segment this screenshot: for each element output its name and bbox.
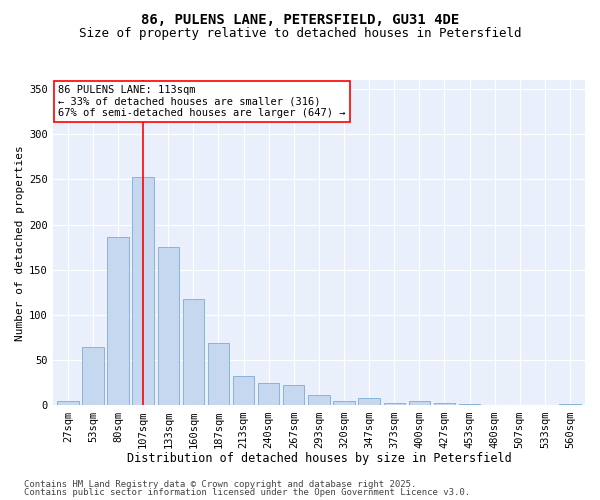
Text: 86 PULENS LANE: 113sqm
← 33% of detached houses are smaller (316)
67% of semi-de: 86 PULENS LANE: 113sqm ← 33% of detached… — [58, 85, 346, 118]
Bar — [133, 176, 154, 406]
Bar — [107, 238, 129, 406]
Bar — [334, 401, 355, 406]
Text: Contains HM Land Registry data © Crown copyright and database right 2025.: Contains HM Land Registry data © Crown c… — [24, 480, 416, 489]
Bar — [358, 398, 380, 406]
Bar — [383, 403, 405, 406]
X-axis label: Distribution of detached houses by size in Petersfield: Distribution of detached houses by size … — [127, 452, 511, 465]
Bar — [158, 248, 179, 406]
Y-axis label: Number of detached properties: Number of detached properties — [15, 145, 25, 340]
Bar — [308, 394, 329, 406]
Bar — [283, 384, 304, 406]
Bar — [509, 404, 530, 406]
Bar — [82, 346, 104, 406]
Bar — [258, 383, 280, 406]
Text: Contains public sector information licensed under the Open Government Licence v3: Contains public sector information licen… — [24, 488, 470, 497]
Text: 86, PULENS LANE, PETERSFIELD, GU31 4DE: 86, PULENS LANE, PETERSFIELD, GU31 4DE — [141, 12, 459, 26]
Bar — [57, 401, 79, 406]
Bar — [459, 404, 480, 406]
Bar — [182, 299, 204, 406]
Bar — [208, 343, 229, 406]
Bar — [434, 403, 455, 406]
Bar — [559, 404, 581, 406]
Text: Size of property relative to detached houses in Petersfield: Size of property relative to detached ho… — [79, 28, 521, 40]
Bar — [233, 376, 254, 406]
Bar — [409, 401, 430, 406]
